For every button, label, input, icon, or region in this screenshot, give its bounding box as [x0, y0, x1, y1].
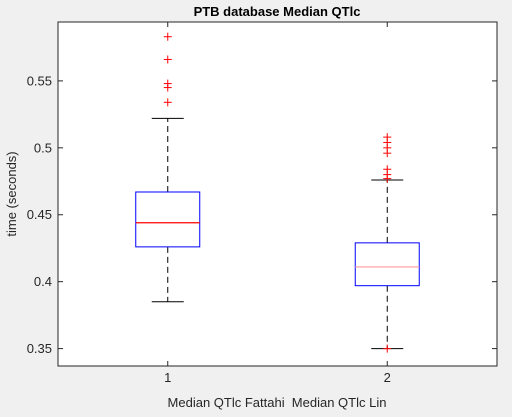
- y-tick-label: 0.45: [27, 207, 52, 222]
- y-tick-label: 0.55: [27, 73, 52, 88]
- box-group-1: [135, 32, 201, 303]
- box-group-2: [354, 133, 420, 353]
- y-axis-ticks: 0.35 0.4 0.45 0.5 0.55: [27, 73, 497, 356]
- y-tick-label: 0.5: [34, 140, 52, 155]
- outlier-marker: [383, 344, 392, 353]
- outlier-marker: [383, 165, 392, 174]
- iqr-box: [135, 191, 201, 248]
- outlier-marker: [163, 32, 172, 41]
- iqr-box: [354, 242, 420, 287]
- x-tick-label: 1: [164, 370, 171, 385]
- outlier-marker: [163, 79, 172, 88]
- outlier-marker: [163, 98, 172, 107]
- y-tick-label: 0.35: [27, 341, 52, 356]
- y-axis-label: time (seconds): [4, 151, 19, 236]
- x-axis-label: Median QTlc Fattahi Median QTlc Lin: [168, 395, 387, 410]
- chart-marks: [135, 32, 420, 353]
- outlier-marker: [383, 133, 392, 142]
- plot-area: [57, 21, 498, 367]
- outlier-marker: [163, 55, 172, 64]
- chart-title: PTB database Median QTlc: [194, 4, 361, 19]
- x-tick-label: 2: [384, 370, 391, 385]
- y-tick-label: 0.4: [34, 274, 52, 289]
